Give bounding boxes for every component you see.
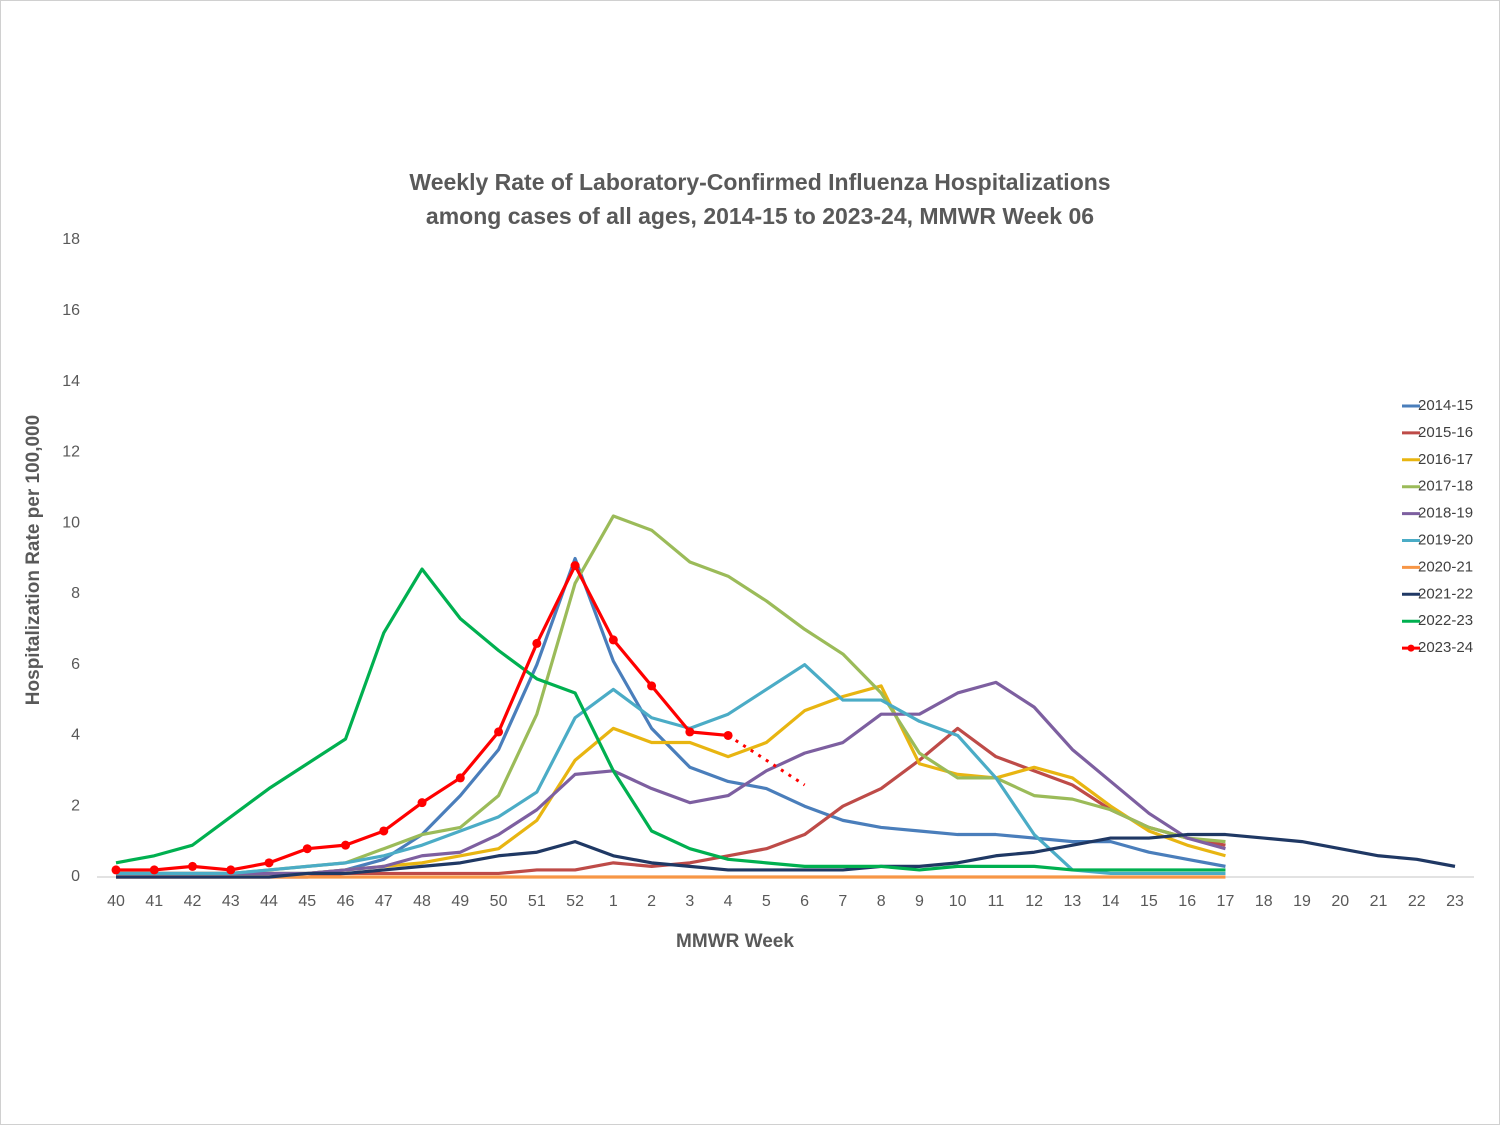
x-tick-label: 18 <box>1255 893 1273 910</box>
x-tick-label: 12 <box>1025 893 1043 910</box>
point <box>379 826 389 836</box>
x-tick-label: 10 <box>949 893 967 910</box>
x-tick-label: 48 <box>413 893 431 910</box>
x-tick-label: 49 <box>451 893 469 910</box>
x-tick-label: 43 <box>222 893 240 910</box>
x-tick-label: 46 <box>337 893 355 910</box>
x-tick-label: 14 <box>1102 893 1120 910</box>
point <box>341 840 351 850</box>
x-tick-label: 17 <box>1217 893 1235 910</box>
chart-title: among cases of all ages, 2014-15 to 2023… <box>426 203 1094 229</box>
x-tick-label: 16 <box>1178 893 1196 910</box>
x-tick-label: 2 <box>647 893 656 910</box>
legend-label: 2022-23 <box>1418 612 1473 629</box>
x-tick-label: 52 <box>566 893 584 910</box>
x-tick-label: 4 <box>724 893 733 910</box>
x-tick-label: 7 <box>838 893 847 910</box>
projection-line <box>727 734 806 787</box>
legend-label: 2021-22 <box>1418 585 1473 602</box>
legend-label: 2019-20 <box>1418 531 1473 548</box>
x-tick-label: 42 <box>184 893 202 910</box>
x-tick-label: 9 <box>915 893 924 910</box>
legend-label: 2023-24 <box>1418 639 1473 656</box>
x-tick-label: 5 <box>762 893 771 910</box>
legend-label: 2018-19 <box>1418 505 1473 522</box>
y-tick-label: 14 <box>62 373 80 390</box>
x-tick-label: 47 <box>375 893 393 910</box>
x-tick-label: 22 <box>1408 893 1426 910</box>
x-tick-label: 20 <box>1331 893 1349 910</box>
point <box>455 773 465 783</box>
x-tick-label: 50 <box>490 893 508 910</box>
legend-label: 2016-17 <box>1418 451 1473 468</box>
y-tick-label: 16 <box>62 302 80 319</box>
y-tick-label: 10 <box>62 514 80 531</box>
y-axis-title: Hospitalization Rate per 100,000 <box>23 415 44 705</box>
point <box>226 865 236 875</box>
y-tick-label: 18 <box>62 231 80 248</box>
point <box>647 681 657 691</box>
point <box>570 561 580 571</box>
point <box>417 798 427 808</box>
y-tick-label: 0 <box>71 868 80 885</box>
legend-label: 2020-21 <box>1418 558 1473 575</box>
legend-label: 2017-18 <box>1418 478 1473 495</box>
point <box>302 844 312 854</box>
y-tick-label: 4 <box>71 727 80 744</box>
chart-title: Weekly Rate of Laboratory-Confirmed Infl… <box>409 169 1110 195</box>
x-tick-label: 15 <box>1140 893 1158 910</box>
point <box>111 865 121 875</box>
x-tick-label: 19 <box>1293 893 1311 910</box>
y-tick-label: 8 <box>71 585 80 602</box>
point <box>608 635 618 645</box>
point <box>494 727 504 737</box>
x-tick-label: 41 <box>145 893 163 910</box>
x-tick-label: 40 <box>107 893 125 910</box>
x-tick-label: 23 <box>1446 893 1464 910</box>
y-tick-label: 2 <box>71 797 80 814</box>
point <box>149 865 159 875</box>
x-tick-label: 21 <box>1370 893 1388 910</box>
y-tick-label: 12 <box>62 444 80 461</box>
x-axis-title: MMWR Week <box>676 931 794 952</box>
x-tick-label: 6 <box>800 893 809 910</box>
x-tick-label: 8 <box>877 893 886 910</box>
point <box>188 861 198 871</box>
x-tick-label: 1 <box>609 893 618 910</box>
legend-label: 2014-15 <box>1418 397 1473 414</box>
series-line <box>116 832 1456 879</box>
legend-label: 2015-16 <box>1418 424 1473 441</box>
x-tick-label: 3 <box>685 893 694 910</box>
point <box>532 638 542 648</box>
point <box>264 858 274 868</box>
x-tick-label: 13 <box>1064 893 1082 910</box>
legend-marker <box>1407 644 1415 652</box>
series-line <box>116 663 1226 876</box>
x-tick-label: 51 <box>528 893 546 910</box>
x-tick-label: 11 <box>988 893 1005 910</box>
point <box>685 727 695 737</box>
y-tick-label: 6 <box>71 656 80 673</box>
x-tick-label: 45 <box>298 893 316 910</box>
x-tick-label: 44 <box>260 893 278 910</box>
series-line <box>115 567 1226 872</box>
